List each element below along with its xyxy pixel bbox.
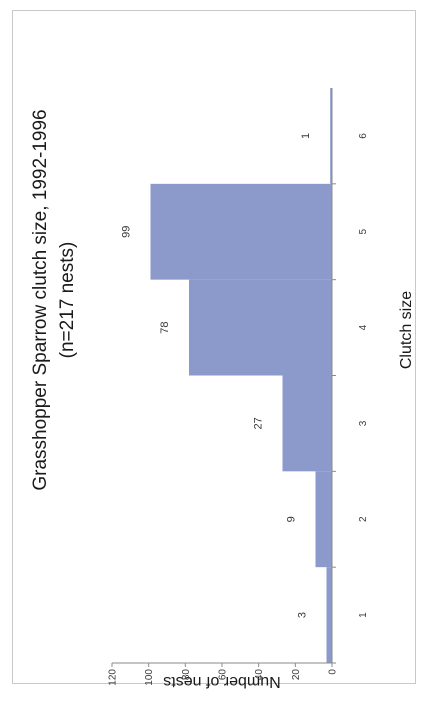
chart-title: Grasshopper Sparrow clutch size, 1992-19…	[30, 109, 51, 490]
y-tick-label: 60	[218, 669, 229, 681]
bar-clutch-4	[189, 279, 332, 376]
bar-clutch-1	[326, 567, 332, 663]
y-tick-label: 120	[108, 669, 119, 686]
data-label: 1	[300, 133, 312, 139]
data-label: 78	[159, 321, 171, 333]
data-label: 3	[297, 612, 309, 618]
y-tick-label: 0	[328, 669, 339, 675]
x-tick-label: 2	[358, 516, 369, 522]
y-tick-label: 100	[144, 669, 155, 686]
bar-clutch-2	[315, 471, 332, 568]
x-tick-label: 5	[358, 229, 369, 235]
data-label: 99	[121, 226, 133, 238]
y-tick-label: 20	[291, 669, 302, 681]
y-axis-title: Number of nests	[163, 673, 280, 690]
y-tick-label: 80	[181, 669, 192, 681]
x-tick-label: 4	[358, 324, 369, 330]
x-tick-label: 6	[358, 133, 369, 139]
y-tick-label: 40	[254, 669, 265, 681]
bar-clutch-3	[282, 375, 332, 472]
bar-clutch-5	[150, 183, 332, 280]
data-label: 9	[286, 516, 298, 522]
x-axis-title: Clutch size	[398, 291, 415, 369]
data-label: 27	[253, 417, 265, 429]
x-tick-label: 1	[358, 612, 369, 618]
chart-subtitle: (n=217 nests)	[57, 242, 78, 359]
x-tick-label: 3	[358, 420, 369, 426]
